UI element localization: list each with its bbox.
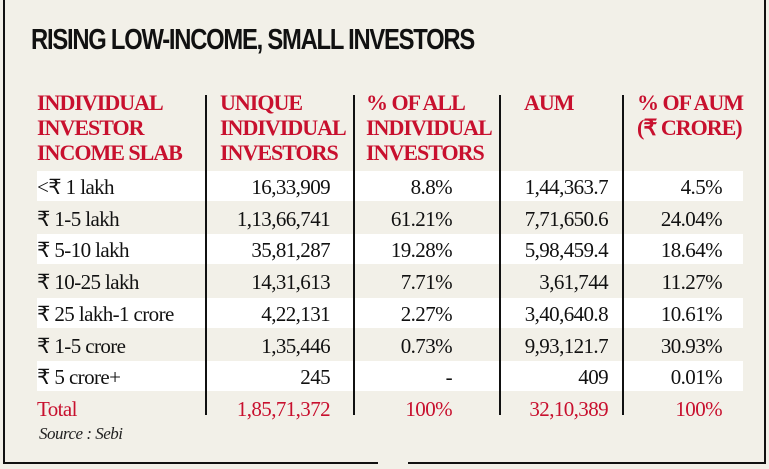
table-row: ₹ 10-25 lakh 14,31,613 7.71% 3,61,744 11.27% xyxy=(0,266,769,297)
frame-left-border xyxy=(3,0,5,464)
income-slab-cell: ₹ 1-5 lakh xyxy=(37,206,120,231)
pct-investors-cell: 2.27% xyxy=(400,301,453,326)
pct-aum-cell: 0.01% xyxy=(670,365,723,390)
row-stripe xyxy=(37,234,743,265)
aum-cell: 7,71,650.6 xyxy=(524,206,609,231)
pct-aum-cell: 24.04% xyxy=(660,206,723,231)
aum-cell: 3,61,744 xyxy=(539,270,608,295)
income-slab-cell: <₹ 1 lakh xyxy=(37,175,115,199)
pct-investors-cell: 0.73% xyxy=(400,333,453,358)
column-divider xyxy=(353,95,355,415)
table-row: <₹ 1 lakh 16,33,909 8.8% 1,44,363.7 4.5% xyxy=(0,171,769,202)
unique-investors-cell: 35,81,287 xyxy=(251,238,330,263)
column-divider xyxy=(205,95,207,415)
frame-bottom-border xyxy=(3,462,378,464)
income-slab-cell: ₹ 25 lakh-1 crore xyxy=(37,301,174,326)
income-slab-cell: ₹ 5-10 lakh xyxy=(37,238,130,263)
aum-cell: 3,40,640.8 xyxy=(524,301,609,326)
pct-aum-cell: 18.64% xyxy=(660,238,723,263)
total-row: Total 1,85,71,372 100% 32,10,389 100% xyxy=(0,393,769,424)
column-divider xyxy=(622,95,624,415)
income-slab-cell: Total xyxy=(37,396,77,421)
pct-aum-cell: 100% xyxy=(675,396,722,421)
pct-investors-cell: 61.21% xyxy=(390,206,453,231)
header-income-slab: INDIVIDUAL INVESTOR INCOME SLAB xyxy=(37,90,183,165)
table-row: ₹ 1-5 crore 1,35,446 0.73% 9,93,121.7 30.93% xyxy=(0,330,769,361)
aum-cell: 5,98,459.4 xyxy=(524,238,609,263)
unique-investors-cell: 4,22,131 xyxy=(261,301,330,326)
table-row: ₹ 5-10 lakh 35,81,287 19.28% 5,98,459.4 18.6… xyxy=(0,234,769,265)
pct-aum-cell: 10.61% xyxy=(660,301,723,326)
pct-aum-cell: 30.93% xyxy=(660,333,723,358)
aum-cell: 1,44,363.7 xyxy=(524,175,609,199)
pct-investors-cell: 8.8% xyxy=(410,175,453,199)
column-divider xyxy=(499,95,501,415)
aum-cell: 32,10,389 xyxy=(529,396,608,421)
aum-cell: 409 xyxy=(578,365,608,390)
pct-aum-cell: 4.5% xyxy=(680,175,723,199)
unique-investors-cell: 14,31,613 xyxy=(251,270,330,295)
pct-investors-cell: 19.28% xyxy=(390,238,453,263)
pct-aum-cell: 11.27% xyxy=(661,270,723,295)
frame-bottom-border xyxy=(408,462,766,464)
header-pct-investors: % OF ALL INDIVIDUAL INVESTORS xyxy=(366,90,493,165)
row-stripe xyxy=(37,361,743,392)
income-slab-cell: ₹ 5 crore+ xyxy=(37,365,121,390)
table-row: ₹ 5 crore+ 245 - 409 0.01% xyxy=(0,361,769,392)
source-note: Source : Sebi xyxy=(39,424,123,443)
header-unique-investors: UNIQUE INDIVIDUAL INVESTORS xyxy=(220,90,347,165)
table-row: ₹ 25 lakh-1 crore 4,22,131 2.27% 3,40,640.8… xyxy=(0,298,769,329)
row-stripe xyxy=(37,171,743,201)
pct-investors-cell: 7.71% xyxy=(400,270,453,295)
chart-title: RISING LOW-INCOME, SMALL INVESTORS xyxy=(31,24,475,56)
unique-investors-cell: 16,33,909 xyxy=(251,175,330,199)
header-pct-aum: % OF AUM (₹ CRORE) xyxy=(637,90,744,140)
income-slab-cell: ₹ 10-25 lakh xyxy=(37,270,139,295)
unique-investors-cell: 1,85,71,372 xyxy=(236,396,331,421)
unique-investors-cell: 1,13,66,741 xyxy=(236,206,331,231)
frame-right-border xyxy=(764,0,766,464)
table-row: ₹ 1-5 lakh 1,13,66,741 61.21% 7,71,650.6 24.… xyxy=(0,203,769,234)
pct-investors-cell: - xyxy=(445,365,453,390)
aum-cell: 9,93,121.7 xyxy=(524,333,609,358)
header-aum: AUM xyxy=(524,90,575,115)
row-stripe xyxy=(37,297,743,328)
pct-investors-cell: 100% xyxy=(405,396,452,421)
unique-investors-cell: 245 xyxy=(300,365,330,390)
income-slab-cell: ₹ 1-5 crore xyxy=(37,333,126,358)
unique-investors-cell: 1,35,446 xyxy=(261,333,330,358)
